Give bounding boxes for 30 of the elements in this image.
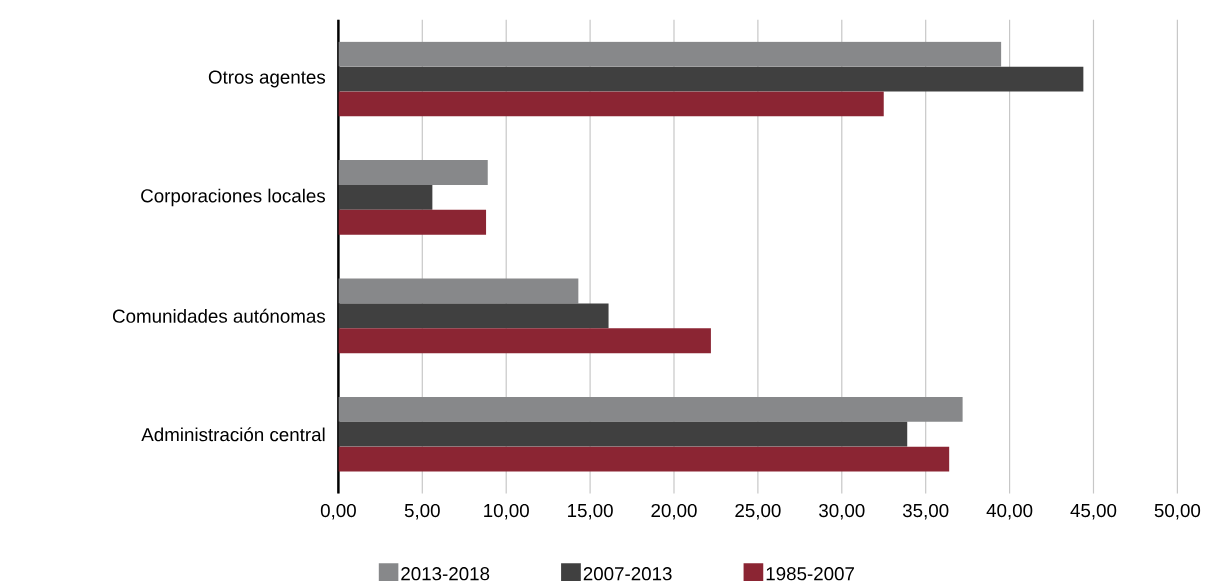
bar bbox=[338, 328, 711, 353]
bar bbox=[338, 278, 579, 304]
x-tick-label: 30,00 bbox=[819, 503, 865, 520]
y-tick-label: Corporaciones locales bbox=[141, 188, 326, 206]
x-tick-label: 20,00 bbox=[651, 503, 697, 520]
bar bbox=[338, 184, 433, 210]
bar bbox=[338, 209, 487, 235]
x-tick-label: 0,00 bbox=[320, 503, 356, 520]
bar bbox=[338, 91, 884, 117]
x-tick-label: 5,00 bbox=[404, 503, 440, 520]
y-tick-label: Comunidades autónomas bbox=[112, 308, 326, 323]
x-tick-label: 35,00 bbox=[902, 503, 949, 520]
y-tick-label: Administración central bbox=[141, 427, 325, 442]
bar bbox=[338, 421, 908, 447]
bar bbox=[338, 66, 1084, 92]
bar bbox=[338, 396, 963, 422]
y-tick-label: Otros agentes bbox=[208, 70, 326, 88]
x-tick-label: 40,00 bbox=[986, 503, 1033, 520]
bar bbox=[338, 159, 488, 185]
bar bbox=[338, 41, 1002, 67]
legend-label: 2013-2018 bbox=[401, 566, 490, 581]
x-tick-label: 25,00 bbox=[735, 503, 781, 520]
legend-label: 2007-2013 bbox=[583, 566, 672, 581]
bar bbox=[338, 446, 950, 472]
legend-label: 1985-2007 bbox=[766, 566, 854, 581]
x-tick-label: 45,00 bbox=[1070, 503, 1117, 520]
x-tick-label: 15,00 bbox=[568, 503, 613, 520]
bar bbox=[338, 303, 609, 329]
x-tick-label: 10,00 bbox=[484, 503, 529, 520]
x-tick-label: 50,00 bbox=[1154, 503, 1201, 520]
